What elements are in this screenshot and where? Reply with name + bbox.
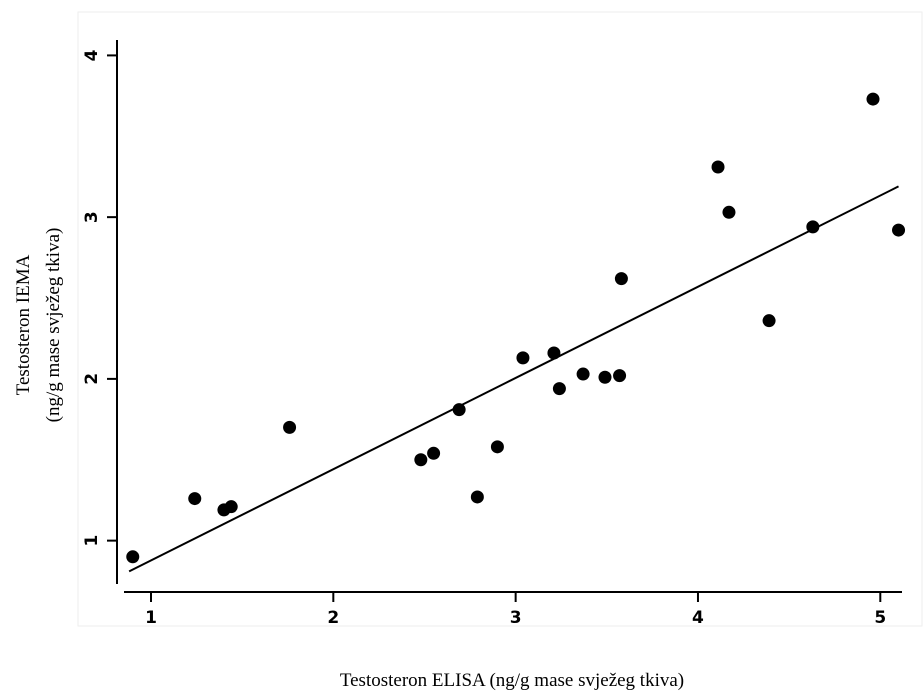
x-tick-label: 4 <box>692 608 704 628</box>
data-point <box>613 369 627 383</box>
data-point <box>452 403 466 417</box>
data-point <box>490 440 504 454</box>
data-point <box>224 500 238 514</box>
data-point <box>722 205 736 219</box>
x-axis-label: Testosteron ELISA (ng/g mase svježeg tki… <box>340 670 684 691</box>
data-point <box>427 446 441 460</box>
data-point <box>711 160 725 174</box>
data-points <box>126 92 906 564</box>
data-point <box>892 223 906 237</box>
data-point <box>470 490 484 504</box>
data-point <box>614 272 628 286</box>
data-point <box>552 382 566 396</box>
data-point <box>283 420 297 434</box>
data-point <box>126 550 140 564</box>
data-point <box>806 220 820 234</box>
y-tick-label: 3 <box>82 211 102 223</box>
plot-area-frame <box>77 11 923 627</box>
x-axis-ticks: 1 2 3 4 5 <box>145 592 886 628</box>
x-tick-label: 1 <box>145 608 157 628</box>
y-axis-label-line2: (ng/g mase svježeg tkiva) <box>43 228 64 423</box>
regression-line <box>128 185 899 573</box>
data-point <box>414 453 428 467</box>
y-tick-label: 4 <box>82 49 102 61</box>
regression-line-group <box>128 185 899 573</box>
data-point <box>188 492 202 506</box>
x-tick-label: 3 <box>510 608 522 628</box>
data-point <box>762 314 776 328</box>
data-point <box>598 370 612 384</box>
data-point <box>516 351 530 365</box>
data-point <box>576 367 590 381</box>
x-tick-label: 5 <box>874 608 886 628</box>
data-point <box>547 346 561 360</box>
y-axis-label-group: Testosteron IEMA (ng/g mase svježeg tkiv… <box>13 228 64 423</box>
y-tick-label: 2 <box>82 373 102 385</box>
y-axis-label-line1: Testosteron IEMA <box>13 254 34 395</box>
y-tick-label: 1 <box>82 535 102 547</box>
data-point <box>866 92 880 106</box>
y-axis-ticks: 1 2 3 4 <box>82 49 117 547</box>
x-tick-label: 2 <box>327 608 339 628</box>
